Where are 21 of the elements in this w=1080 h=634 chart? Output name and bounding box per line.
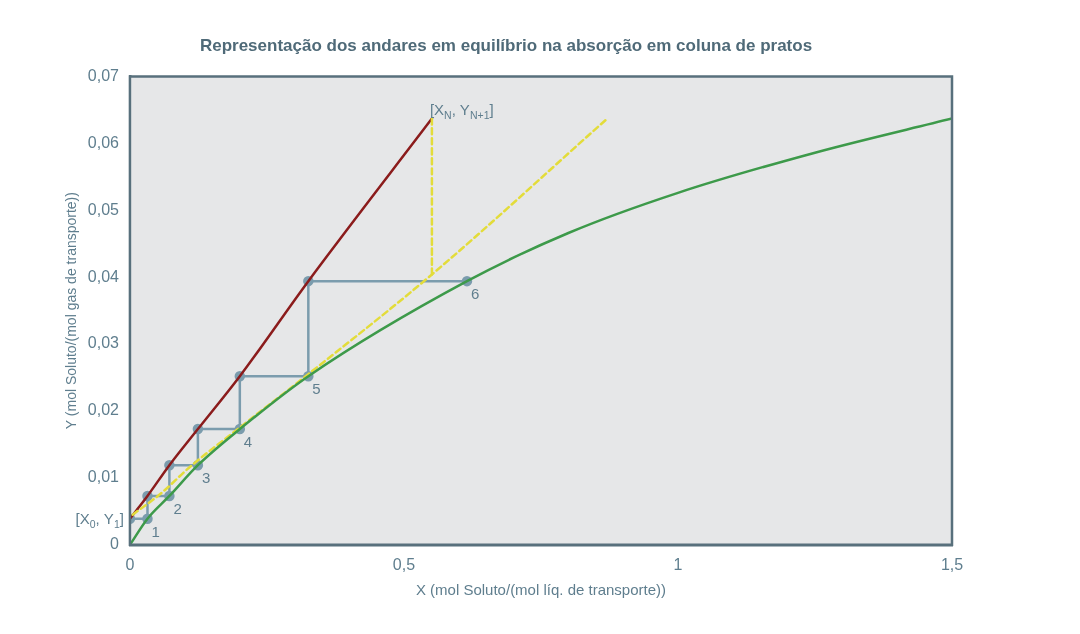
y-tick-label: 0,03	[87, 334, 120, 352]
annotation: 3	[201, 469, 211, 487]
y-tick-label: 0	[110, 535, 120, 553]
y-tick-label: 0,06	[87, 133, 120, 151]
y-axis-title: Y (mol Soluto/(mol gas de transporte))	[63, 192, 80, 430]
annotation: 2	[173, 499, 182, 517]
x-tick-label: 0,5	[392, 555, 416, 573]
annotation: 1	[151, 522, 160, 540]
y-tick-label: 0,07	[87, 66, 120, 84]
chart-title: Representação dos andares em equilíbrio na absorção em coluna de pratos	[199, 35, 813, 55]
y-tick-label: 0,01	[87, 468, 120, 486]
x-tick-label: 1	[673, 555, 683, 573]
x-axis-title: X (mol Soluto/(mol líq. de transporte))	[415, 581, 667, 599]
annotation: 5	[312, 380, 321, 398]
x-tick-label: 1,5	[940, 555, 964, 573]
x-tick-label: 0	[125, 555, 135, 573]
annotation: 6	[470, 285, 480, 303]
y-tick-label: 0,05	[87, 200, 120, 218]
y-tick-label: 0,04	[87, 267, 120, 285]
annotation: 4	[243, 433, 253, 451]
y-tick-label: 0,02	[87, 401, 120, 419]
